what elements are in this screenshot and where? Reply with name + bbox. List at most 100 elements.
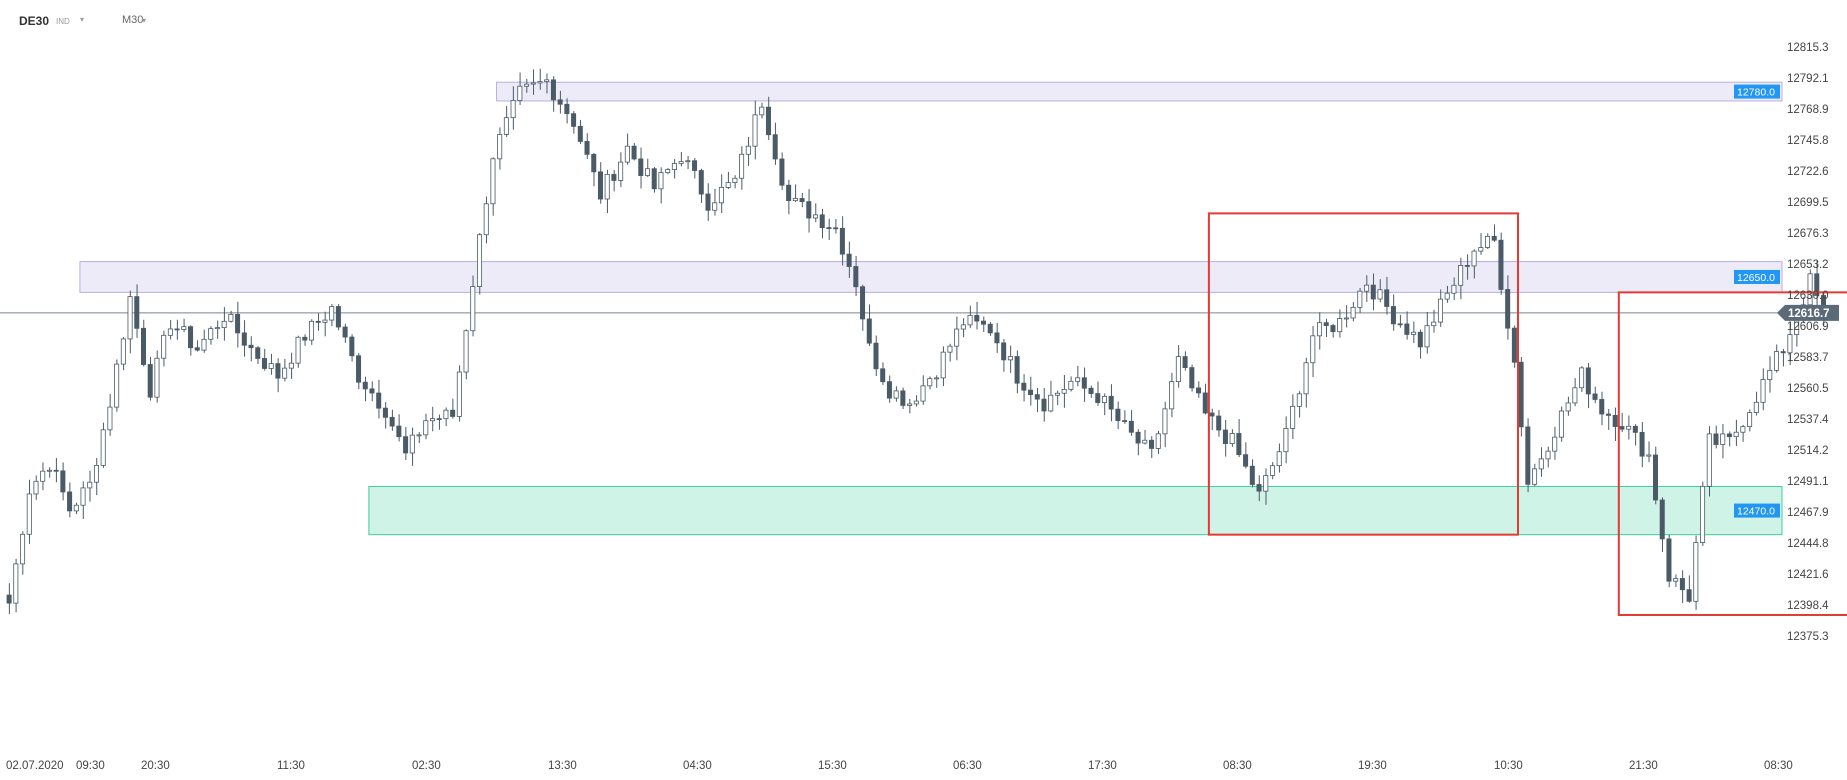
candle-body-bull: [1565, 402, 1571, 412]
candle-body-bear: [779, 158, 785, 186]
candle-body-bear: [450, 409, 456, 417]
candle-body-bull: [295, 336, 301, 364]
candle: [1760, 368, 1766, 411]
candle-body-bull: [658, 172, 664, 190]
candle: [67, 482, 73, 518]
candle-body-bull: [1437, 298, 1443, 323]
candle-body-bull: [530, 82, 536, 85]
candle-body-bull: [1343, 317, 1349, 320]
candle: [497, 127, 503, 170]
candle: [1787, 321, 1793, 366]
time-axis[interactable]: 02.07.2020 09:30 20:30 11:30 02:30 13:30 04:30…: [6, 760, 1793, 772]
price-axis[interactable]: 12815.3 12792.1 12768.9 12745.8 12722.6 12699…: [1777, 42, 1839, 643]
candle-body-bull: [476, 234, 483, 287]
candle: [1411, 321, 1417, 343]
candle-body-bear: [369, 388, 375, 394]
candle: [1653, 446, 1659, 505]
candle: [127, 290, 133, 354]
symbol-name[interactable]: DE30: [19, 14, 50, 28]
candle: [671, 159, 677, 179]
candle: [530, 69, 536, 95]
candle-body-bear: [886, 381, 892, 399]
candle: [900, 387, 906, 410]
candle: [772, 122, 778, 165]
candle-body-bull: [1579, 367, 1585, 389]
candle: [1498, 232, 1504, 295]
candle-body-bear: [382, 407, 388, 418]
candle: [960, 318, 966, 338]
candle: [147, 356, 153, 401]
candle: [631, 143, 637, 161]
candle-body-bull: [1720, 433, 1726, 445]
candle-body-bear: [692, 160, 698, 171]
candle-body-bear: [1464, 265, 1470, 267]
candle: [483, 196, 489, 244]
candle-body-bear: [1814, 273, 1820, 296]
candle-body-bull: [456, 371, 462, 417]
candle-body-bull: [1317, 322, 1323, 337]
candle-body-bull: [127, 296, 133, 340]
candle: [799, 192, 805, 208]
candle: [295, 335, 301, 368]
candle-body-bear: [846, 253, 852, 267]
candle-body-bull: [920, 385, 926, 402]
zone-labels-layer: 12780.0 12650.0 12470.0: [1734, 84, 1780, 518]
candle-body-bull: [1377, 289, 1383, 300]
candle-body-bull: [759, 106, 765, 116]
candle-body-bull: [409, 434, 415, 454]
candle: [490, 157, 496, 216]
candle: [6, 583, 12, 614]
candle: [913, 395, 919, 407]
candle-body-bear: [255, 347, 261, 359]
candle-body-bear: [1525, 426, 1531, 485]
candle-body-bull: [1733, 431, 1739, 438]
candle-body-bull: [470, 286, 476, 332]
candle-body-bull: [1142, 439, 1148, 444]
candle: [1693, 535, 1699, 610]
candle-body-bull: [93, 465, 99, 483]
candle-body-bear: [1404, 323, 1410, 335]
candle: [1471, 249, 1477, 279]
candle: [20, 531, 26, 575]
candle-body-bull: [745, 145, 751, 155]
candle-body-bear: [880, 368, 886, 383]
candle-body-bull: [1431, 321, 1437, 327]
candle-body-bear: [147, 364, 153, 398]
candle-body-bear: [1397, 323, 1403, 326]
candle-body-bear: [248, 344, 254, 349]
candle-body-bear: [873, 342, 879, 370]
candle: [1505, 275, 1511, 340]
candle: [1424, 311, 1430, 354]
candle-body-bear: [1619, 426, 1625, 430]
candle: [235, 301, 241, 348]
candle-body-bull: [288, 362, 294, 369]
candle: [275, 358, 281, 393]
candle-body-bear: [772, 134, 778, 160]
candle: [1343, 305, 1349, 328]
candle: [1659, 497, 1665, 552]
candle: [342, 323, 348, 343]
candle: [255, 346, 261, 364]
candle-body-bull: [1054, 392, 1060, 396]
candle-body-bear: [1115, 408, 1121, 421]
candle: [618, 152, 624, 188]
timeframe-selector[interactable]: M30: [122, 14, 144, 26]
symbol-dropdown-icon[interactable]: ▾: [80, 15, 85, 24]
candle-body-bear: [188, 326, 194, 349]
candle-body-bull: [221, 320, 227, 329]
candle-body-bull: [1767, 369, 1773, 380]
candle: [1317, 312, 1323, 350]
candle: [1639, 421, 1645, 468]
candle-body-bear: [1612, 414, 1618, 427]
zone-level-label-bg: [1734, 269, 1780, 284]
candle-body-bear: [974, 315, 980, 322]
candle: [1209, 408, 1215, 431]
candle: [174, 319, 180, 340]
candle: [282, 358, 288, 382]
candle: [369, 381, 375, 402]
candle-body-bull: [20, 533, 26, 565]
timeframe-dropdown-icon[interactable]: ▾: [142, 16, 147, 25]
candle: [920, 375, 926, 405]
candle: [604, 169, 610, 214]
